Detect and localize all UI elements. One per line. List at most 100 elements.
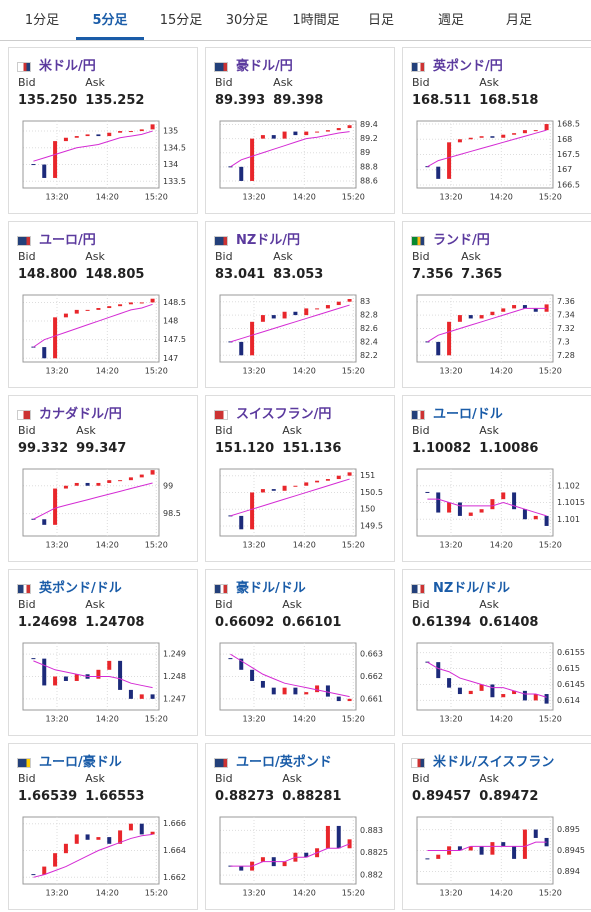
ask-value: 148.805 bbox=[85, 267, 145, 282]
candle bbox=[293, 131, 298, 136]
mini-chart: 0.895 0.8945 0.894 13:20 14:20 15:20 bbox=[416, 816, 585, 898]
moving-average bbox=[427, 498, 547, 517]
ask-column: Ask 135.252 bbox=[85, 76, 144, 108]
tab[interactable]: 日足 bbox=[367, 13, 394, 28]
rate-card[interactable]: ユーロ/円 Bid 148.800 Ask 148.805 148.5 148 147.5 14… bbox=[8, 221, 198, 388]
y-tick-label: 0.8825 bbox=[360, 848, 388, 857]
candle bbox=[228, 515, 233, 517]
candle bbox=[96, 669, 101, 679]
rate-card[interactable]: ランド/円 Bid 7.356 Ask 7.365 7.36 7.34 7.32 7.3 7.28… bbox=[402, 221, 591, 388]
y-tick-label: 0.663 bbox=[360, 650, 383, 659]
tab[interactable]: 月足 bbox=[505, 13, 532, 28]
y-tick-label: 133.5 bbox=[163, 177, 186, 186]
ask-column: Ask 0.66101 bbox=[282, 598, 341, 630]
pair-name: ユーロ/円 bbox=[39, 233, 96, 248]
candle bbox=[479, 509, 484, 513]
ask-label: Ask bbox=[273, 76, 293, 89]
plot-frame bbox=[22, 294, 160, 363]
rate-card[interactable]: NZドル/ドル Bid 0.61394 Ask 0.61408 0.6155 0.615 0.… bbox=[402, 569, 591, 736]
candle bbox=[457, 687, 462, 695]
mini-chart: 99 98.5 13:20 14:20 15:20 bbox=[22, 468, 181, 550]
rate-card[interactable]: ユーロ/英ポンド Bid 0.88273 Ask 0.88281 0.883 0.8825 0… bbox=[205, 743, 395, 910]
bid-value: 0.61394 bbox=[412, 615, 472, 630]
rate-card[interactable]: スイスフラン/円 Bid 151.120 Ask 151.136 151 150.5 150 1… bbox=[205, 395, 395, 562]
candle bbox=[271, 489, 276, 491]
candle bbox=[107, 132, 112, 137]
bid-column: Bid 168.511 bbox=[412, 76, 471, 108]
tab[interactable]: 15分足 bbox=[159, 13, 203, 28]
y-tick-label: 7.3 bbox=[557, 337, 570, 346]
candle bbox=[347, 125, 352, 129]
candle bbox=[468, 315, 473, 319]
moving-average bbox=[427, 661, 547, 698]
card-header: カナダドル/円 bbox=[17, 403, 122, 422]
candle bbox=[31, 346, 36, 348]
candle bbox=[260, 315, 265, 322]
x-tick-label: 13:20 bbox=[45, 889, 68, 898]
tab[interactable]: 30分足 bbox=[225, 13, 269, 28]
plot-frame bbox=[219, 816, 357, 885]
bid-value: 148.800 bbox=[18, 267, 78, 282]
x-tick-label: 14:20 bbox=[96, 715, 119, 724]
pair-name: 米ドル/スイスフラン bbox=[433, 755, 555, 770]
candle bbox=[457, 139, 462, 143]
candle bbox=[533, 829, 538, 838]
ask-label: Ask bbox=[85, 76, 105, 89]
candle bbox=[74, 309, 79, 314]
candle bbox=[128, 302, 133, 305]
bid-value: 135.250 bbox=[18, 93, 78, 108]
candle bbox=[250, 138, 255, 181]
x-tick-label: 14:20 bbox=[490, 889, 513, 898]
plot-frame bbox=[22, 468, 160, 537]
bid-column: Bid 0.66092 bbox=[215, 598, 274, 630]
rate-card[interactable]: カナダドル/円 Bid 99.332 Ask 99.347 99 98.5 13:20 14:2… bbox=[8, 395, 198, 562]
x-tick-label: 15:20 bbox=[342, 193, 365, 202]
y-tick-label: 88.6 bbox=[360, 176, 378, 185]
rate-card[interactable]: 豪ドル/ドル Bid 0.66092 Ask 0.66101 0.663 0.662 0.66… bbox=[205, 569, 395, 736]
tab[interactable]: 週足 bbox=[437, 13, 464, 28]
candle bbox=[260, 680, 265, 688]
rate-card[interactable]: ユーロ/ドル Bid 1.10082 Ask 1.10086 1.102 1.1015 1.1… bbox=[402, 395, 591, 562]
moving-average bbox=[230, 478, 350, 517]
card-header: ユーロ/円 bbox=[17, 229, 96, 248]
moving-average bbox=[427, 307, 547, 343]
plot-frame bbox=[416, 816, 554, 885]
rate-card[interactable]: 米ドル/円 Bid 135.250 Ask 135.252 135 134.5 134 133.… bbox=[8, 47, 198, 214]
x-tick-label: 15:20 bbox=[342, 715, 365, 724]
candle bbox=[425, 491, 430, 493]
bid-column: Bid 0.89457 bbox=[412, 772, 471, 804]
y-tick-label: 151 bbox=[360, 471, 375, 480]
plot-frame bbox=[416, 120, 554, 189]
candle bbox=[96, 482, 101, 486]
candle bbox=[139, 129, 144, 132]
rate-card[interactable]: 英ポンド/ドル Bid 1.24698 Ask 1.24708 1.249 1.248 1.2… bbox=[8, 569, 198, 736]
candle bbox=[150, 694, 155, 699]
ask-column: Ask 0.89472 bbox=[479, 772, 538, 804]
bid-column: Bid 1.66539 bbox=[18, 772, 77, 804]
rate-card[interactable]: 豪ドル/円 Bid 89.393 Ask 89.398 89.4 89.2 89 88.8 88.… bbox=[205, 47, 395, 214]
tab[interactable]: 5分足 bbox=[76, 0, 144, 40]
flag bbox=[214, 61, 228, 72]
candle bbox=[293, 687, 298, 695]
bid-label: Bid bbox=[18, 772, 36, 785]
candle bbox=[304, 482, 309, 486]
y-tick-label: 167.5 bbox=[557, 150, 580, 159]
tab[interactable]: 1分足 bbox=[24, 13, 60, 28]
y-tick-label: 89.2 bbox=[360, 134, 378, 143]
rate-card[interactable]: 英ポンド/円 Bid 168.511 Ask 168.518 168.5 168 167.5 1… bbox=[402, 47, 591, 214]
candle bbox=[501, 842, 506, 847]
bid-label: Bid bbox=[18, 598, 36, 611]
candle bbox=[490, 136, 495, 138]
rate-card[interactable]: 米ドル/スイスフラン Bid 0.89457 Ask 0.89472 0.895 0.894… bbox=[402, 743, 591, 910]
rate-card[interactable]: ユーロ/豪ドル Bid 1.66539 Ask 1.66553 1.666 1.664 1.6… bbox=[8, 743, 198, 910]
card-header: 米ドル/スイスフラン bbox=[411, 751, 554, 770]
candle bbox=[271, 315, 276, 319]
candle bbox=[74, 482, 79, 486]
rate-card[interactable]: NZドル/円 Bid 83.041 Ask 83.053 83 82.8 82.6 82.4 82… bbox=[205, 221, 395, 388]
moving-average bbox=[33, 833, 153, 878]
x-tick-label: 13:20 bbox=[439, 367, 462, 376]
tab[interactable]: 1時間足 bbox=[292, 13, 340, 28]
plot-frame bbox=[219, 642, 357, 711]
candle bbox=[533, 130, 538, 132]
pair-name: 英ポンド/円 bbox=[433, 59, 503, 74]
